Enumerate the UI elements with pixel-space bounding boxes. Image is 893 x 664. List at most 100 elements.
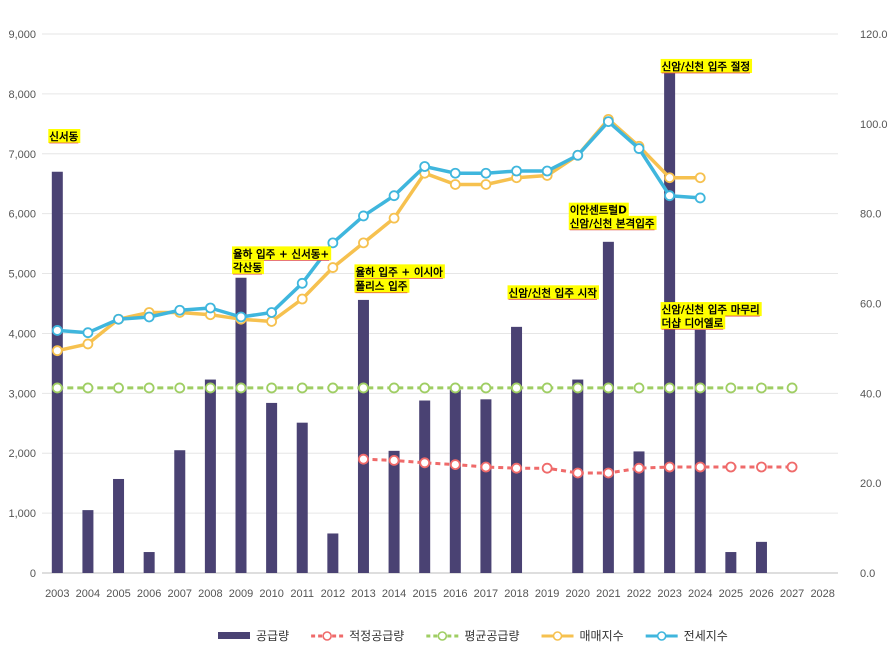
- proper-supply-point: [449, 459, 461, 471]
- legend-marker-sale-index: [552, 631, 563, 641]
- supply-bar: [204, 379, 216, 573]
- supply-bar: [51, 171, 63, 573]
- average-supply-point: [388, 382, 400, 394]
- jeonse-index-point: [694, 192, 706, 204]
- proper-supply-point: [633, 462, 645, 474]
- x-tick-label: 2009: [229, 588, 253, 600]
- x-tick-label: 2014: [382, 588, 406, 600]
- average-supply-point: [143, 382, 155, 394]
- x-tick-label: 2008: [198, 588, 222, 600]
- x-tick-label: 2010: [259, 588, 283, 600]
- jeonse-index-point: [449, 167, 461, 179]
- average-supply-point: [174, 382, 186, 394]
- average-supply-point: [51, 382, 63, 394]
- right-tick-label: 120.0: [860, 29, 888, 41]
- supply-bar: [449, 389, 461, 573]
- proper-supply-point: [602, 467, 614, 479]
- proper-supply-point: [694, 461, 706, 473]
- x-tick-label: 2028: [810, 588, 834, 600]
- average-supply-point: [266, 382, 278, 394]
- sale-index-point: [480, 179, 492, 190]
- annotation-highlight: [568, 202, 629, 217]
- average-supply-point: [756, 382, 767, 394]
- proper-supply-point: [388, 455, 400, 466]
- supply-bar: [755, 541, 767, 573]
- average-supply-point: [204, 382, 216, 394]
- x-tick-label: 2007: [168, 588, 192, 600]
- left-tick-label: 1,000: [8, 508, 36, 520]
- proper-supply-point: [480, 461, 492, 473]
- annotation-highlight: [48, 129, 81, 144]
- left-tick-label: 3,000: [8, 388, 36, 400]
- annotation-label: 율하 입주 + 이시아: [355, 265, 443, 278]
- proper-supply-point: [756, 461, 767, 473]
- annotation-label: 각산동: [233, 261, 262, 274]
- average-supply-point: [664, 382, 676, 394]
- average-supply-point: [419, 382, 431, 394]
- x-tick-label: 2021: [596, 588, 620, 600]
- legend-marker-jeonse-index: [656, 631, 667, 641]
- sale-index-point: [296, 293, 308, 305]
- supply-bar: [82, 510, 94, 573]
- proper-supply-point: [664, 461, 676, 473]
- left-tick-label: 4,000: [8, 328, 36, 340]
- average-supply-point: [725, 382, 737, 394]
- proper-supply-point: [358, 453, 369, 465]
- legend-label: 평균공급량: [464, 629, 519, 643]
- left-tick-label: 9,000: [8, 29, 36, 41]
- left-tick-label: 6,000: [8, 209, 36, 221]
- annotation-label: 율하 입주 + 신서동+: [233, 247, 329, 260]
- average-supply-point: [113, 382, 124, 394]
- proper-supply-point: [541, 462, 553, 474]
- sale-index-point: [266, 316, 278, 327]
- jeonse-index-point: [541, 165, 553, 177]
- jeonse-index-point: [572, 149, 584, 161]
- annotation-highlight: [232, 260, 264, 275]
- annotation-highlight: [354, 264, 445, 279]
- x-tick-label: 2023: [657, 588, 681, 600]
- line-series: [51, 113, 798, 479]
- left-tick-label: 8,000: [8, 89, 36, 101]
- sale-index-point: [694, 172, 706, 184]
- supply-bar: [235, 277, 247, 573]
- x-tick-label: 2004: [76, 588, 100, 600]
- annotation-highlight: [507, 285, 599, 300]
- annotation-label: 이안센트럴D: [570, 204, 627, 217]
- sale-index-point: [51, 345, 63, 357]
- x-tick-label: 2011: [290, 588, 314, 600]
- sale-index-point: [664, 172, 676, 184]
- right-axis-ticks: 0.0 20.0 40.0 60.0 80.0 100.0 120.0: [860, 29, 888, 580]
- bar-series: [51, 60, 767, 573]
- supply-bar: [113, 478, 125, 573]
- right-tick-label: 20.0: [860, 478, 881, 490]
- x-tick-label: 2022: [627, 588, 651, 600]
- proper-supply-point: [786, 461, 798, 473]
- sale-index-point: [358, 237, 369, 249]
- average-supply-point: [786, 382, 798, 394]
- supply-bar: [388, 450, 400, 573]
- average-supply-point: [449, 382, 461, 394]
- annotation-highlight: [660, 58, 753, 73]
- average-supply-point: [235, 382, 247, 394]
- legend: 공급량 적정공급량 평균공급량 매매지수 전세지수: [218, 629, 728, 643]
- supply-bar: [357, 299, 369, 573]
- supply-bar: [419, 400, 431, 573]
- right-tick-label: 60.0: [860, 299, 881, 311]
- jeonse-index-line: [57, 119, 701, 335]
- right-tick-label: 80.0: [860, 209, 881, 221]
- jeonse-index-point: [143, 311, 155, 323]
- supply-bar: [266, 402, 278, 573]
- jeonse-index-point: [602, 116, 614, 127]
- sale-index-point: [388, 212, 400, 224]
- jeonse-index-point: [266, 307, 278, 318]
- average-supply-point: [694, 382, 706, 394]
- supply-bar: [511, 326, 523, 573]
- annotation-highlight: [660, 302, 762, 317]
- average-supply-point: [511, 382, 522, 394]
- jeonse-index-point: [51, 325, 63, 336]
- jeonse-index-point: [511, 165, 522, 177]
- supply-bar: [694, 329, 706, 573]
- average-supply-point: [633, 382, 645, 394]
- x-tick-label: 2024: [688, 588, 712, 600]
- annotation-highlight: [568, 215, 657, 230]
